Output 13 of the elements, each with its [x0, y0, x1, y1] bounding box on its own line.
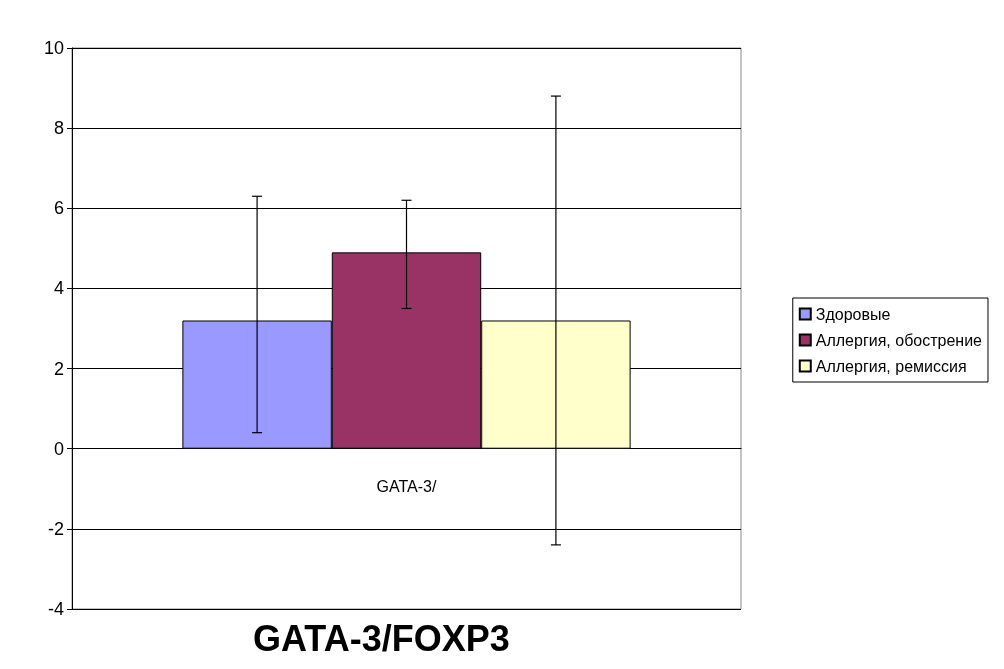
y-tick-label: 4 [53, 278, 64, 299]
text: GATA-3/FOXP3 [253, 617, 510, 659]
legend-label: Аллергия, ремиссия [815, 357, 967, 375]
x-tick-label: GATA-3/ [376, 478, 437, 496]
y-tick-label: -2 [47, 518, 64, 539]
legend-label: Здоровые [815, 305, 891, 323]
y-tick-label: 8 [53, 118, 64, 139]
y-tick-label: 10 [43, 38, 64, 58]
legend-label: Аллергия, обострение [815, 331, 983, 349]
y-tick-label: 0 [53, 438, 64, 459]
y-tick-label: 6 [53, 198, 64, 219]
y-tick-label: 2 [53, 358, 64, 379]
y-tick-label: -4 [47, 599, 64, 619]
